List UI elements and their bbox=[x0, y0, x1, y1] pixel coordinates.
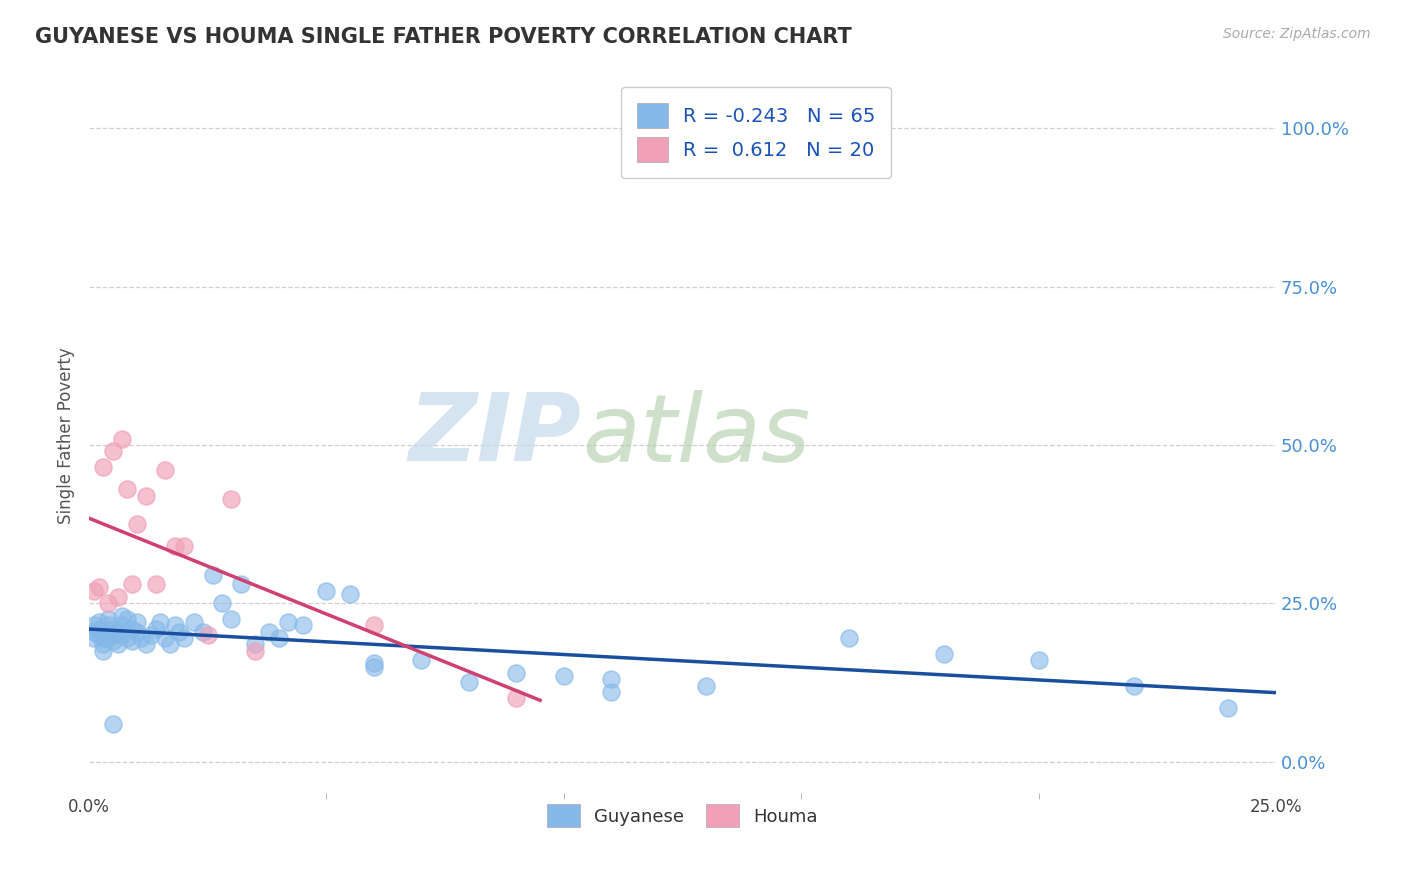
Point bbox=[125, 624, 148, 639]
Point bbox=[411, 653, 433, 667]
Point bbox=[245, 637, 267, 651]
Point bbox=[153, 631, 176, 645]
Point bbox=[211, 596, 233, 610]
Point bbox=[129, 631, 152, 645]
Point bbox=[221, 491, 243, 506]
Point bbox=[83, 618, 105, 632]
Point bbox=[101, 628, 124, 642]
Point bbox=[83, 624, 105, 639]
Point bbox=[121, 577, 143, 591]
Point bbox=[139, 628, 162, 642]
Point bbox=[229, 577, 252, 591]
Point bbox=[125, 615, 148, 630]
Point bbox=[83, 631, 105, 645]
Point bbox=[291, 618, 314, 632]
Point bbox=[107, 624, 129, 639]
Point bbox=[101, 716, 124, 731]
Point bbox=[87, 581, 110, 595]
Point bbox=[111, 618, 134, 632]
Point bbox=[600, 685, 623, 699]
Point bbox=[149, 615, 172, 630]
Point bbox=[121, 622, 143, 636]
Point bbox=[97, 631, 120, 645]
Point bbox=[91, 624, 114, 639]
Point bbox=[91, 460, 114, 475]
Point bbox=[153, 463, 176, 477]
Point bbox=[838, 631, 860, 645]
Point bbox=[101, 444, 124, 458]
Point bbox=[97, 596, 120, 610]
Point bbox=[101, 622, 124, 636]
Point bbox=[183, 615, 205, 630]
Point bbox=[191, 624, 214, 639]
Point bbox=[457, 675, 479, 690]
Point bbox=[163, 539, 186, 553]
Point bbox=[1122, 679, 1144, 693]
Point bbox=[201, 567, 224, 582]
Point bbox=[115, 631, 138, 645]
Point bbox=[91, 637, 114, 651]
Text: Source: ZipAtlas.com: Source: ZipAtlas.com bbox=[1223, 27, 1371, 41]
Legend: Guyanese, Houma: Guyanese, Houma bbox=[540, 797, 825, 834]
Point bbox=[505, 665, 527, 680]
Point bbox=[107, 637, 129, 651]
Point bbox=[145, 622, 167, 636]
Point bbox=[97, 612, 120, 626]
Point bbox=[145, 577, 167, 591]
Point bbox=[259, 624, 281, 639]
Point bbox=[87, 615, 110, 630]
Point bbox=[159, 637, 181, 651]
Point bbox=[553, 669, 575, 683]
Point bbox=[277, 615, 299, 630]
Text: GUYANESE VS HOUMA SINGLE FATHER POVERTY CORRELATION CHART: GUYANESE VS HOUMA SINGLE FATHER POVERTY … bbox=[35, 27, 852, 46]
Point bbox=[163, 618, 186, 632]
Point bbox=[315, 583, 337, 598]
Point bbox=[267, 631, 290, 645]
Point bbox=[363, 657, 385, 671]
Point bbox=[111, 609, 134, 624]
Point bbox=[600, 673, 623, 687]
Point bbox=[125, 517, 148, 532]
Point bbox=[121, 634, 143, 648]
Point bbox=[87, 622, 110, 636]
Point bbox=[1218, 701, 1240, 715]
Point bbox=[173, 539, 195, 553]
Point bbox=[169, 624, 191, 639]
Point bbox=[339, 587, 361, 601]
Point bbox=[111, 628, 134, 642]
Text: atlas: atlas bbox=[582, 390, 810, 481]
Point bbox=[505, 691, 527, 706]
Point bbox=[115, 612, 138, 626]
Point bbox=[173, 631, 195, 645]
Point bbox=[115, 482, 138, 496]
Point bbox=[87, 628, 110, 642]
Point bbox=[101, 634, 124, 648]
Point bbox=[111, 432, 134, 446]
Point bbox=[1028, 653, 1050, 667]
Point bbox=[363, 618, 385, 632]
Point bbox=[245, 644, 267, 658]
Y-axis label: Single Father Poverty: Single Father Poverty bbox=[58, 347, 75, 524]
Point bbox=[932, 647, 955, 661]
Point bbox=[135, 489, 157, 503]
Point bbox=[83, 583, 105, 598]
Point bbox=[91, 644, 114, 658]
Point bbox=[97, 618, 120, 632]
Point bbox=[91, 631, 114, 645]
Point bbox=[695, 679, 717, 693]
Text: ZIP: ZIP bbox=[409, 390, 582, 482]
Point bbox=[107, 590, 129, 604]
Point bbox=[197, 628, 219, 642]
Point bbox=[221, 612, 243, 626]
Point bbox=[363, 659, 385, 673]
Point bbox=[135, 637, 157, 651]
